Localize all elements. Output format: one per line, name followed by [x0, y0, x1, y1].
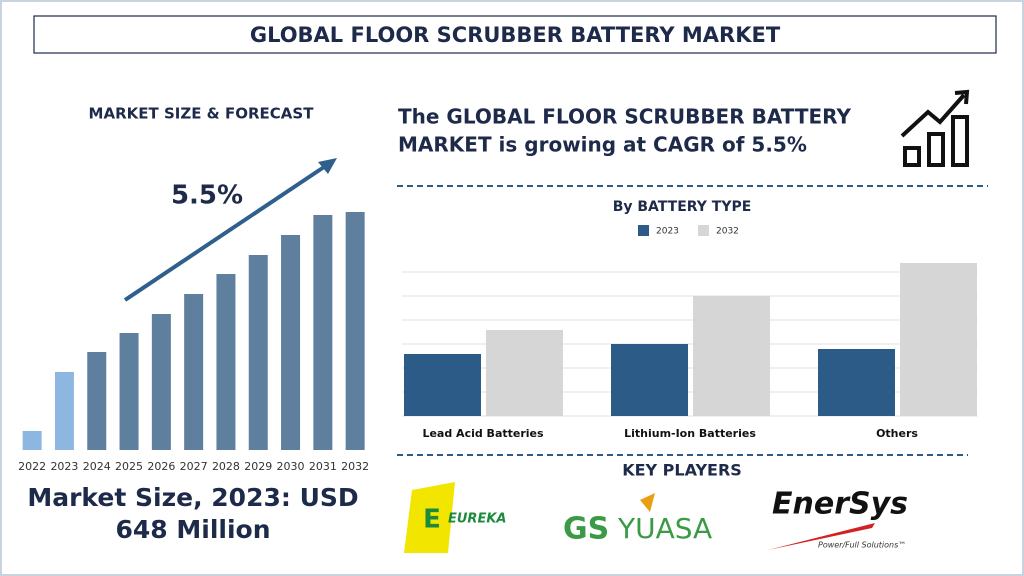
bar: [184, 294, 204, 450]
logo-tagline: Power/Full Solutions™: [818, 541, 906, 550]
page-title: GLOBAL FLOOR SCRUBBER BATTERY MARKET: [250, 23, 781, 47]
bar: [693, 296, 770, 416]
eureka-e: E: [423, 505, 441, 535]
x-tick-label: Lithium-Ion Batteries: [624, 427, 756, 440]
x-tick-label: 2023: [50, 460, 78, 473]
cagr-label: 5.5%: [171, 181, 243, 211]
bar: [119, 333, 139, 450]
bar: [900, 263, 977, 416]
x-tick-label: 2032: [341, 460, 369, 473]
x-tick-label: 2031: [309, 460, 337, 473]
legend-label: 2023: [656, 227, 679, 237]
legend-label: 2032: [716, 227, 739, 237]
bar: [22, 431, 42, 450]
bar: [248, 255, 268, 450]
bar: [313, 215, 333, 450]
bar: [54, 372, 74, 450]
arrow-head: [318, 158, 337, 174]
x-tick-label: 2024: [83, 460, 111, 473]
headline: MARKET is growing at CAGR of 5.5%: [398, 133, 807, 157]
bar: [404, 354, 481, 416]
x-tick-label: Lead Acid Batteries: [422, 427, 544, 440]
market-size: 648 Million: [115, 515, 270, 544]
title-box: [33, 15, 997, 54]
headline: The GLOBAL FLOOR SCRUBBER BATTERY: [398, 105, 851, 129]
enersys-swoosh: [768, 523, 875, 550]
x-tick-label: 2022: [18, 460, 46, 473]
legend-swatch: [638, 225, 649, 236]
key-players-heading: KEY PLAYERS: [622, 461, 742, 480]
x-tick-label: 2027: [180, 460, 208, 473]
logo-eureka: EUREKA: [448, 512, 506, 527]
logo-gs: GS: [563, 512, 609, 547]
bar: [486, 330, 563, 416]
x-tick-label: 2029: [244, 460, 272, 473]
x-tick-label: 2028: [212, 460, 240, 473]
growth-icon: [900, 89, 970, 167]
bar: [345, 212, 365, 450]
x-tick-label: 2026: [147, 460, 175, 473]
market-size: Market Size, 2023: USD: [27, 483, 358, 512]
logo-yuasa: YUASA: [617, 512, 712, 545]
bar: [216, 274, 236, 450]
legend-swatch: [698, 225, 709, 236]
x-tick-label: 2030: [277, 460, 305, 473]
bar: [818, 349, 895, 416]
logo-enersys: EnerSys: [772, 487, 908, 522]
chart-title: By BATTERY TYPE: [613, 199, 752, 215]
bar: [87, 352, 107, 450]
yuasa-mark: [640, 493, 655, 512]
growth-arrow: [123, 163, 329, 302]
forecast-heading: MARKET SIZE & FORECAST: [89, 105, 315, 123]
bar: [281, 235, 301, 450]
x-tick-label: Others: [876, 427, 918, 440]
x-tick-label: 2025: [115, 460, 143, 473]
bar: [611, 344, 688, 416]
eureka-mark: [404, 482, 455, 553]
bar: [151, 314, 171, 450]
